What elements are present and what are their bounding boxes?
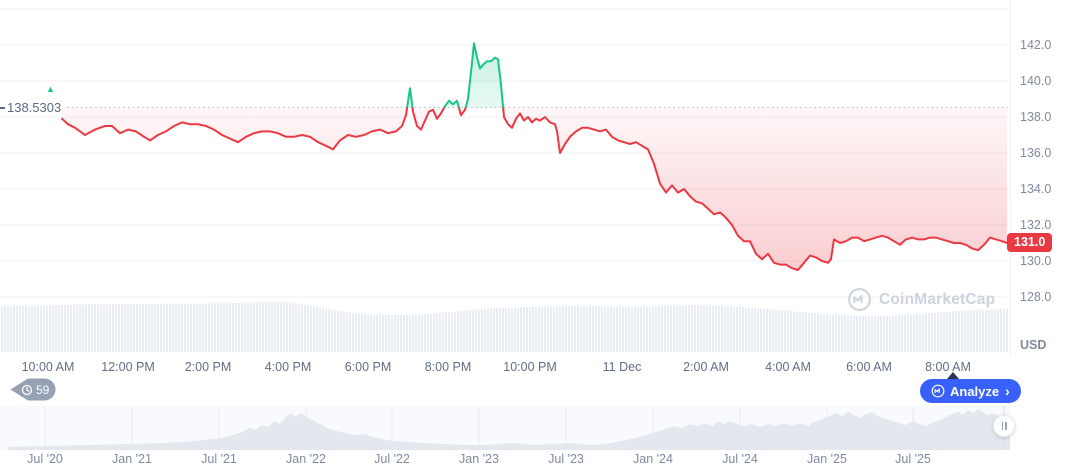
- volume-bars: [1, 302, 1008, 352]
- navigator-date-tick: Jul '25: [895, 452, 931, 466]
- history-count: 59: [36, 382, 50, 397]
- range-navigator-chart[interactable]: [0, 406, 1012, 450]
- baseline-axis-tick: [0, 107, 5, 109]
- navigator-date-tick: Jan '21: [112, 452, 152, 466]
- navigator-date-tick: Jan '24: [633, 452, 673, 466]
- price-line-below: [61, 107, 1008, 271]
- price-axis-tick: 136.0: [1020, 146, 1052, 160]
- price-axis-tick: 138.0: [1020, 110, 1052, 124]
- coinmarketcap-logo-icon: [931, 384, 945, 398]
- price-up-marker-icon: ▲: [46, 84, 55, 94]
- area-fill-above: [407, 43, 504, 108]
- time-axis-tick: 4:00 AM: [765, 360, 811, 374]
- time-axis-tick: 12:00 PM: [101, 360, 155, 374]
- price-axis-tick: 130.0: [1020, 254, 1052, 268]
- navigator-date-tick: Jul '23: [548, 452, 584, 466]
- price-axis-tick: 128.0: [1020, 290, 1052, 304]
- history-badge-shape: [10, 378, 56, 401]
- analyze-button[interactable]: Analyze ›: [920, 379, 1021, 403]
- watermark-text: CoinMarketCap: [879, 290, 996, 308]
- navigator-date-tick: Jul '24: [722, 452, 758, 466]
- time-axis-tick: 11 Dec: [602, 360, 642, 374]
- time-axis-tick: 8:00 AM: [925, 360, 971, 374]
- area-fill-below: [62, 107, 1007, 270]
- navigator-date-tick: Jul '20: [27, 452, 63, 466]
- price-axis-tick: 132.0: [1020, 218, 1052, 232]
- navigator-date-tick: Jan '23: [459, 452, 499, 466]
- navigator-date-tick: Jul '21: [201, 452, 237, 466]
- history-count-badge[interactable]: 59: [8, 378, 57, 401]
- coinmarketcap-logo-icon: [848, 288, 871, 311]
- time-axis-tick: 6:00 AM: [846, 360, 892, 374]
- navigator-drag-handle[interactable]: [993, 415, 1015, 437]
- analyze-label: Analyze: [950, 383, 1000, 399]
- time-axis-tick: 2:00 PM: [184, 360, 232, 374]
- time-axis-tick: 6:00 PM: [344, 360, 392, 374]
- navigator-area: [8, 409, 1010, 450]
- price-axis: 142.0 140.0 138.0 136.0 134.0 132.0 130.0 128.0…: [1007, 0, 1072, 356]
- price-axis-tick: 134.0: [1020, 182, 1052, 196]
- coinmarketcap-watermark: CoinMarketCap: [847, 287, 995, 312]
- time-axis-tick: 10:00 PM: [503, 360, 557, 374]
- time-axis-tick: 2:00 AM: [683, 360, 729, 374]
- current-price-badge: 131.0: [1007, 233, 1053, 252]
- price-chart-plot[interactable]: [0, 0, 1010, 356]
- analyze-tooltip-pointer: [947, 372, 959, 379]
- navigator-date-tick: Jul '22: [374, 452, 410, 466]
- time-axis-tick: 4:00 PM: [264, 360, 312, 374]
- time-axis-tick: 8:00 PM: [424, 360, 472, 374]
- history-clock-icon: [21, 384, 33, 395]
- chevron-right-icon: ›: [1005, 383, 1010, 399]
- navigator-date-tick: Jan '22: [286, 452, 326, 466]
- price-axis-tick: 140.0: [1020, 74, 1052, 88]
- baseline-price-label: 138.5303: [7, 100, 62, 115]
- time-axis-tick: 10:00 AM: [21, 360, 75, 374]
- navigator-date-tick: Jan '25: [807, 452, 847, 466]
- currency-label: USD: [1020, 338, 1047, 352]
- price-axis-tick: 142.0: [1020, 38, 1052, 52]
